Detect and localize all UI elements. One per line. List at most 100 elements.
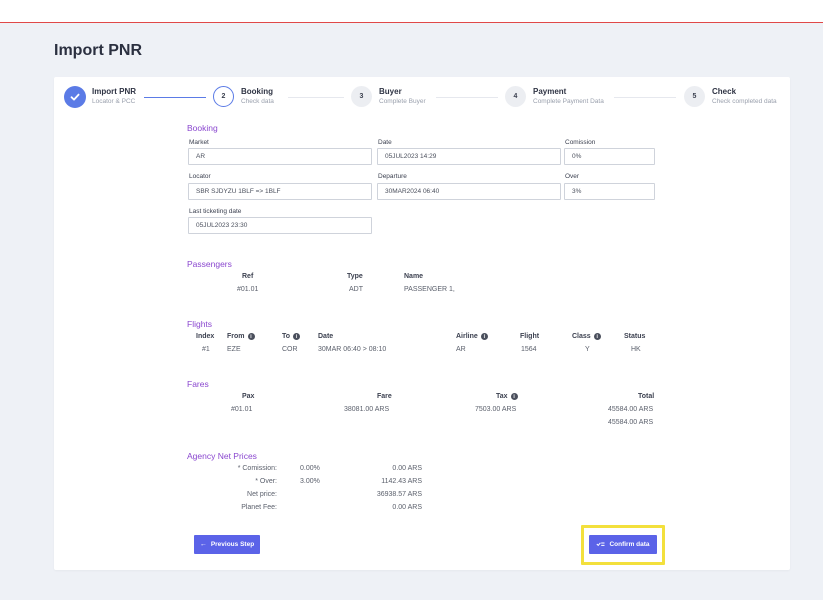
header-label: Tax (496, 393, 508, 400)
confirm-highlight-frame (581, 525, 665, 565)
step-number: 3 (351, 86, 372, 107)
date-label: Date (378, 139, 392, 146)
step-subtitle: Complete Payment Data (533, 98, 604, 105)
agency-row-amount: 36938.57 ARS (376, 491, 422, 498)
departure-field[interactable]: 30MAR2024 06:40 (377, 183, 561, 200)
fares-header-tax: Tax i (496, 393, 518, 400)
info-icon[interactable]: i (593, 333, 601, 340)
flight-airline: AR (456, 346, 466, 353)
check-icon (64, 86, 86, 108)
passenger-name: PASSENGER 1, (404, 286, 455, 293)
confirm-data-label: Confirm data (609, 541, 650, 548)
flights-header-index: Index (196, 333, 215, 340)
agency-section-title: Agency Net Prices (187, 451, 257, 461)
flight-date: 30MAR 06:40 > 08:10 (318, 346, 387, 353)
flight-status: HK (631, 346, 641, 353)
agency-row-label: * Over: (255, 478, 277, 485)
market-field[interactable]: AR (188, 148, 372, 165)
passengers-header-name: Name (404, 273, 424, 280)
check-list-icon (596, 540, 605, 550)
wizard-stepper: Import PNR Locator & PCC 2 Booking Check… (54, 77, 790, 117)
fare-pax: #01.01 (231, 406, 253, 413)
flights-header-class: Class i (572, 333, 601, 340)
stepper-connector (436, 97, 498, 98)
step-subtitle: Locator & PCC (92, 98, 136, 105)
comission-label: Comission (565, 139, 596, 146)
stepper-connector (614, 97, 676, 98)
date-field[interactable]: 05JUL2023 14:29 (377, 148, 561, 165)
step-number: 5 (684, 86, 705, 107)
agency-row-amount: 0.00 ARS (392, 465, 422, 472)
fare-tax: 7503.00 ARS (475, 406, 517, 413)
last-ticketing-field[interactable]: 05JUL2023 23:30 (188, 217, 372, 234)
flights-section-title: Flights (187, 319, 213, 329)
import-pnr-card: Import PNR Locator & PCC 2 Booking Check… (54, 77, 790, 570)
agency-row-label: * Comission: (237, 465, 277, 472)
fares-grand-total: 45584.00 ARS (608, 419, 654, 426)
flights-header-airline: Airline i (456, 333, 488, 340)
info-icon[interactable]: i (247, 333, 255, 340)
passengers-header-ref: Ref (242, 273, 254, 280)
info-icon[interactable]: i (480, 333, 488, 340)
flights-header-status: Status (624, 333, 646, 340)
agency-row-amount: 1142.43 ARS (381, 478, 422, 485)
departure-label: Departure (378, 173, 407, 180)
previous-step-label: Previous Step (210, 541, 255, 548)
flight-index: #1 (202, 346, 210, 353)
agency-row-pct: 3.00% (300, 478, 320, 485)
fare-total: 45584.00 ARS (608, 406, 654, 413)
confirm-data-button[interactable]: Confirm data (589, 535, 657, 554)
market-label: Market (189, 139, 209, 146)
fares-header-pax: Pax (242, 393, 255, 400)
flight-class: Y (585, 346, 590, 353)
step-title: Import PNR (92, 87, 136, 96)
comission-field[interactable]: 0% (564, 148, 655, 165)
flights-header-flight: Flight (520, 333, 540, 340)
header-label: Class (572, 333, 591, 340)
step-subtitle: Check completed data (712, 98, 777, 105)
top-bar (0, 0, 823, 23)
flight-number: 1564 (521, 346, 537, 353)
step-number: 4 (505, 86, 526, 107)
fares-header-fare: Fare (377, 393, 392, 400)
info-icon[interactable]: i (510, 393, 518, 400)
passenger-ref: #01.01 (237, 286, 259, 293)
over-field[interactable]: 3% (564, 183, 655, 200)
flights-header-from: From i (227, 333, 255, 340)
info-icon[interactable]: i (293, 333, 301, 340)
arrow-left-icon: ← (199, 541, 207, 548)
step-title: Booking (241, 87, 273, 96)
step-title: Check (712, 87, 737, 96)
last-ticketing-label: Last ticketing date (189, 208, 242, 215)
step-title: Payment (533, 87, 567, 96)
flights-header-to: To i (282, 333, 301, 340)
agency-row-pct: 0.00% (300, 465, 320, 472)
passengers-section-title: Passengers (187, 259, 232, 269)
step-subtitle: Check data (241, 98, 274, 105)
passengers-header-type: Type (347, 273, 363, 280)
locator-label: Locator (189, 173, 211, 180)
agency-row-amount: 0.00 ARS (392, 504, 422, 511)
agency-row-label: Net price: (247, 491, 277, 498)
over-label: Over (565, 173, 580, 180)
fares-section-title: Fares (187, 379, 209, 389)
locator-field[interactable]: SBR SJDYZU 1BLF => 1BLF (188, 183, 372, 200)
flights-header-date: Date (318, 333, 334, 340)
header-label: Airline (456, 333, 478, 340)
previous-step-button[interactable]: ← Previous Step (194, 535, 260, 554)
fare-amount: 38081.00 ARS (344, 406, 390, 413)
agency-row-label: Planet Fee: (241, 504, 277, 511)
fares-header-total: Total (638, 393, 655, 400)
passenger-type: ADT (349, 286, 363, 293)
flight-to: COR (282, 346, 298, 353)
stepper-connector (288, 97, 344, 98)
step-number: 2 (213, 86, 234, 107)
step-subtitle: Complete Buyer (379, 98, 426, 105)
booking-section-title: Booking (187, 123, 218, 133)
stepper-connector (144, 97, 206, 98)
flight-from: EZE (227, 346, 241, 353)
step-title: Buyer (379, 87, 402, 96)
header-label: From (227, 333, 245, 340)
page-title: Import PNR (54, 42, 142, 59)
header-label: To (282, 333, 291, 340)
